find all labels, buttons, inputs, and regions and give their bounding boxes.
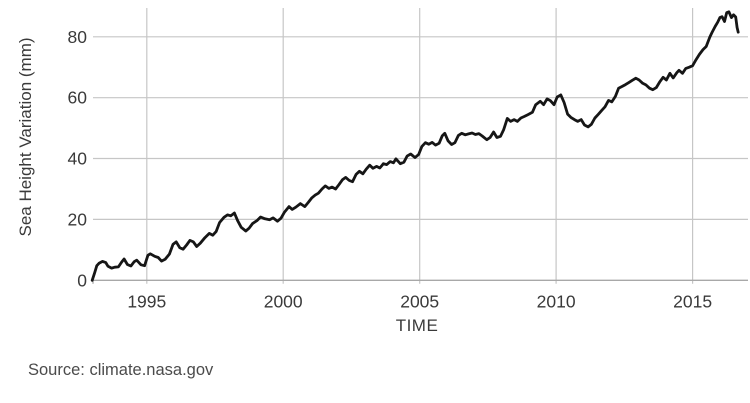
y-tick-label: 80 <box>68 27 88 47</box>
sea-level-line <box>90 10 740 282</box>
x-tick-label: 2000 <box>264 291 303 311</box>
y-tick-label: 0 <box>77 270 87 290</box>
x-tick-label: 2015 <box>673 291 712 311</box>
y-tick-label: 60 <box>68 88 88 108</box>
y-tick-label: 40 <box>68 149 88 169</box>
y-axis-title: Sea Height Variation (mm) <box>16 37 35 237</box>
x-tick-label: 1995 <box>127 291 166 311</box>
x-tick-label: 2005 <box>400 291 439 311</box>
x-axis-title: TIME <box>395 316 439 335</box>
source-note: Source: climate.nasa.gov <box>28 361 214 379</box>
y-tick-label: 20 <box>68 209 88 229</box>
x-tick-label: 2010 <box>537 291 576 311</box>
